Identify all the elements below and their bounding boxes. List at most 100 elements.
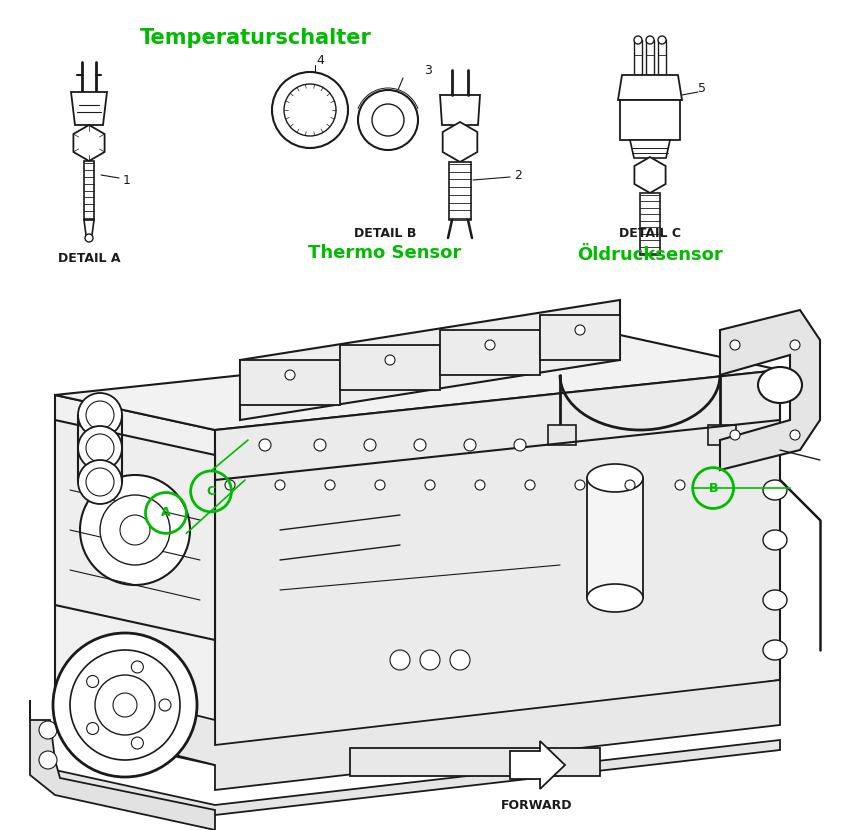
Polygon shape bbox=[55, 395, 215, 765]
Bar bbox=[449, 162, 471, 220]
Text: Temperaturschalter: Temperaturschalter bbox=[140, 28, 372, 48]
Ellipse shape bbox=[790, 430, 800, 440]
Ellipse shape bbox=[658, 36, 666, 44]
Ellipse shape bbox=[464, 439, 476, 451]
Ellipse shape bbox=[78, 460, 122, 504]
Polygon shape bbox=[634, 157, 665, 193]
Text: 2: 2 bbox=[514, 168, 522, 182]
Ellipse shape bbox=[159, 699, 171, 711]
Polygon shape bbox=[240, 360, 340, 405]
Text: 4: 4 bbox=[316, 53, 324, 66]
Ellipse shape bbox=[375, 480, 385, 490]
Bar bbox=[548, 425, 576, 445]
Ellipse shape bbox=[131, 661, 143, 673]
Polygon shape bbox=[618, 75, 682, 100]
Ellipse shape bbox=[85, 234, 93, 242]
Bar bbox=[640, 193, 660, 255]
Bar bbox=[646, 40, 654, 75]
Ellipse shape bbox=[485, 340, 495, 350]
Polygon shape bbox=[55, 335, 780, 430]
Ellipse shape bbox=[113, 693, 137, 717]
Ellipse shape bbox=[80, 475, 190, 585]
Polygon shape bbox=[30, 700, 215, 830]
Text: 1: 1 bbox=[123, 173, 131, 187]
Ellipse shape bbox=[325, 480, 335, 490]
Bar bbox=[634, 40, 642, 75]
Ellipse shape bbox=[39, 721, 57, 739]
Ellipse shape bbox=[763, 480, 787, 500]
Ellipse shape bbox=[86, 401, 114, 429]
Ellipse shape bbox=[514, 439, 526, 451]
Polygon shape bbox=[630, 140, 670, 158]
Ellipse shape bbox=[525, 480, 535, 490]
Ellipse shape bbox=[95, 675, 155, 735]
Ellipse shape bbox=[272, 72, 348, 148]
Ellipse shape bbox=[78, 393, 122, 437]
Ellipse shape bbox=[39, 751, 57, 769]
Bar bbox=[587, 478, 643, 598]
Bar bbox=[620, 100, 680, 140]
Ellipse shape bbox=[646, 36, 654, 44]
Bar bbox=[658, 40, 666, 75]
Ellipse shape bbox=[225, 480, 235, 490]
Ellipse shape bbox=[358, 90, 418, 150]
Polygon shape bbox=[440, 330, 540, 375]
Ellipse shape bbox=[730, 340, 740, 350]
Polygon shape bbox=[440, 95, 480, 125]
Ellipse shape bbox=[625, 480, 635, 490]
Ellipse shape bbox=[275, 480, 285, 490]
Ellipse shape bbox=[587, 584, 643, 612]
Text: A: A bbox=[161, 506, 171, 520]
Text: B: B bbox=[708, 481, 718, 495]
Ellipse shape bbox=[634, 36, 642, 44]
Ellipse shape bbox=[575, 480, 585, 490]
Bar bbox=[708, 425, 736, 445]
Text: DETAIL A: DETAIL A bbox=[58, 251, 120, 265]
Ellipse shape bbox=[86, 468, 114, 496]
Text: 5: 5 bbox=[698, 81, 706, 95]
Ellipse shape bbox=[575, 325, 585, 335]
Polygon shape bbox=[215, 370, 780, 765]
Ellipse shape bbox=[53, 633, 197, 777]
Ellipse shape bbox=[86, 434, 114, 462]
Bar bbox=[84, 161, 94, 220]
Polygon shape bbox=[73, 125, 105, 161]
Ellipse shape bbox=[284, 84, 336, 136]
Ellipse shape bbox=[385, 355, 395, 365]
Ellipse shape bbox=[730, 430, 740, 440]
Polygon shape bbox=[443, 122, 477, 162]
Ellipse shape bbox=[364, 439, 376, 451]
Polygon shape bbox=[75, 680, 780, 790]
Ellipse shape bbox=[763, 530, 787, 550]
Polygon shape bbox=[240, 300, 620, 420]
Ellipse shape bbox=[425, 480, 435, 490]
Ellipse shape bbox=[120, 515, 150, 545]
Ellipse shape bbox=[78, 426, 122, 470]
Ellipse shape bbox=[420, 650, 440, 670]
Ellipse shape bbox=[259, 439, 271, 451]
Polygon shape bbox=[55, 420, 215, 640]
Polygon shape bbox=[340, 345, 440, 390]
Text: C: C bbox=[207, 485, 215, 498]
Text: FORWARD: FORWARD bbox=[501, 798, 573, 812]
Polygon shape bbox=[510, 741, 565, 789]
Text: Thermo Sensor: Thermo Sensor bbox=[308, 244, 461, 262]
Bar bbox=[350, 748, 600, 776]
Text: 3: 3 bbox=[424, 64, 432, 76]
Polygon shape bbox=[720, 310, 820, 470]
Ellipse shape bbox=[131, 737, 143, 749]
Text: DETAIL C: DETAIL C bbox=[619, 227, 681, 240]
Ellipse shape bbox=[790, 340, 800, 350]
Text: DETAIL B: DETAIL B bbox=[354, 227, 416, 240]
Polygon shape bbox=[71, 92, 107, 125]
Ellipse shape bbox=[763, 590, 787, 610]
Text: Öldrucksensor: Öldrucksensor bbox=[577, 246, 722, 264]
Ellipse shape bbox=[450, 650, 470, 670]
Ellipse shape bbox=[414, 439, 426, 451]
Polygon shape bbox=[84, 220, 94, 235]
Ellipse shape bbox=[87, 676, 99, 687]
Ellipse shape bbox=[372, 104, 404, 136]
Ellipse shape bbox=[390, 650, 410, 670]
Ellipse shape bbox=[314, 439, 326, 451]
Ellipse shape bbox=[285, 370, 295, 380]
